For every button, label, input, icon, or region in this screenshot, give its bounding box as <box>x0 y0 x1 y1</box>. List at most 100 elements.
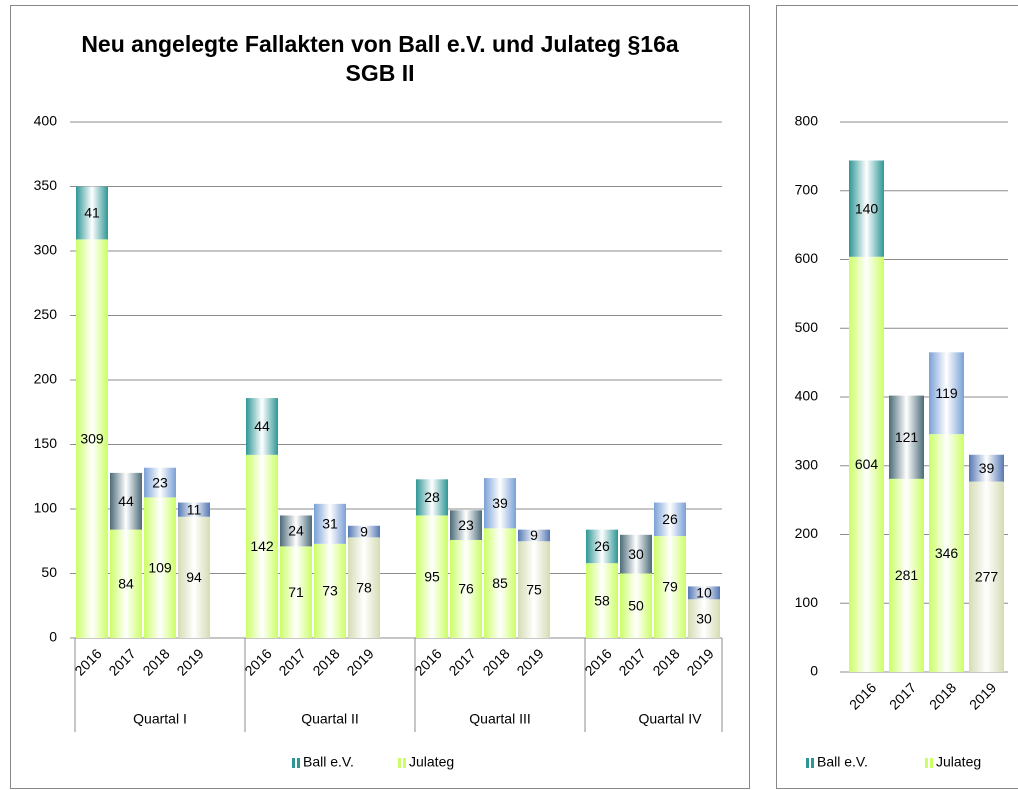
legend-swatch <box>403 758 406 768</box>
value-label: 142 <box>250 538 274 554</box>
bar-segment <box>849 160 884 257</box>
bar-segment <box>314 503 346 544</box>
group-label: Quartal I <box>133 711 187 727</box>
value-label: 44 <box>254 418 270 434</box>
bar-segment <box>849 256 884 672</box>
value-label: 121 <box>895 429 919 445</box>
bar-segment <box>620 534 652 574</box>
y-tick-label: 700 <box>795 181 819 197</box>
y-tick-label: 200 <box>34 371 58 387</box>
bar-segment <box>688 586 720 600</box>
bar-segment <box>348 537 380 638</box>
value-label: 58 <box>594 592 610 608</box>
legend-label: Ball e.V. <box>303 754 354 770</box>
y-tick-label: 100 <box>34 500 58 516</box>
value-label: 23 <box>152 474 168 490</box>
bar-segment <box>144 467 176 498</box>
y-tick-label: 300 <box>795 456 819 472</box>
bar-segment <box>450 510 482 540</box>
bar-segment <box>688 599 720 638</box>
bar-segment <box>76 186 108 240</box>
value-label: 79 <box>662 579 678 595</box>
bar-segment <box>416 479 448 516</box>
value-label: 84 <box>118 576 134 592</box>
bar-segment <box>110 529 142 638</box>
value-label: 41 <box>84 205 100 221</box>
value-label: 71 <box>288 584 304 600</box>
legend-swatch <box>930 758 933 768</box>
bar-segment <box>654 536 686 638</box>
bar-segment <box>246 454 278 638</box>
value-label: 30 <box>628 546 644 562</box>
value-label: 75 <box>526 581 542 597</box>
y-tick-label: 400 <box>795 388 819 404</box>
value-label: 39 <box>979 460 995 476</box>
legend-label: Ball e.V. <box>817 754 868 770</box>
value-label: 50 <box>628 597 644 613</box>
value-label: 95 <box>424 568 440 584</box>
bar-segment <box>586 529 618 564</box>
y-tick-label: 800 <box>795 113 819 129</box>
legend-swatch <box>297 758 300 768</box>
value-label: 281 <box>895 567 919 583</box>
value-label: 26 <box>662 511 678 527</box>
group-label: Quartal III <box>469 711 530 727</box>
y-tick-label: 250 <box>34 306 58 322</box>
value-label: 73 <box>322 583 338 599</box>
group-label: Quartal II <box>301 711 359 727</box>
y-tick-label: 0 <box>810 663 818 679</box>
bar-segment <box>314 543 346 638</box>
value-label: 119 <box>935 385 958 401</box>
value-label: 9 <box>530 527 538 543</box>
legend-swatch <box>398 758 401 768</box>
bar-segment <box>246 398 278 455</box>
bar-segment <box>586 563 618 638</box>
bar-segment <box>178 516 210 638</box>
y-tick-label: 100 <box>795 594 819 610</box>
bar-segment <box>178 502 210 517</box>
value-label: 10 <box>696 585 712 601</box>
legend-label: Julateg <box>936 754 981 770</box>
bar-segment <box>484 478 516 529</box>
bar-segment <box>110 472 142 530</box>
bar-segment <box>280 546 312 638</box>
value-label: 109 <box>148 559 172 575</box>
y-tick-label: 50 <box>41 564 57 580</box>
y-tick-label: 500 <box>795 319 819 335</box>
value-label: 140 <box>855 200 879 216</box>
value-label: 85 <box>492 575 508 591</box>
group-label: Quartal IV <box>638 711 702 727</box>
bar-segment <box>76 239 108 638</box>
bar-segment <box>518 541 550 638</box>
y-tick-label: 300 <box>34 242 58 258</box>
value-label: 26 <box>594 538 610 554</box>
bar-segment <box>969 454 1004 482</box>
legend-swatch <box>292 758 295 768</box>
value-label: 94 <box>186 569 202 585</box>
legend-swatch <box>811 758 814 768</box>
bar-segment <box>348 525 380 538</box>
bar-segment <box>484 528 516 638</box>
bar-segment <box>450 539 482 638</box>
value-label: 346 <box>935 545 959 561</box>
legend-label: Julateg <box>409 754 454 770</box>
value-label: 39 <box>492 495 508 511</box>
bar-segment <box>518 529 550 542</box>
chart-frame <box>10 5 750 789</box>
legend-swatch <box>925 758 928 768</box>
y-tick-label: 150 <box>34 435 58 451</box>
value-label: 24 <box>288 523 304 539</box>
legend-swatch <box>806 758 809 768</box>
value-label: 9 <box>360 523 368 539</box>
value-label: 30 <box>696 610 712 626</box>
y-tick-label: 0 <box>49 629 57 645</box>
chart-title: Neu angelegte Fallakten von Ball e.V. un… <box>81 31 679 86</box>
bar-segment <box>144 497 176 638</box>
bar-segment <box>654 502 686 537</box>
y-tick-label: 350 <box>34 177 58 193</box>
value-label: 78 <box>356 579 372 595</box>
value-label: 11 <box>187 501 202 517</box>
bar-segment <box>889 478 924 672</box>
